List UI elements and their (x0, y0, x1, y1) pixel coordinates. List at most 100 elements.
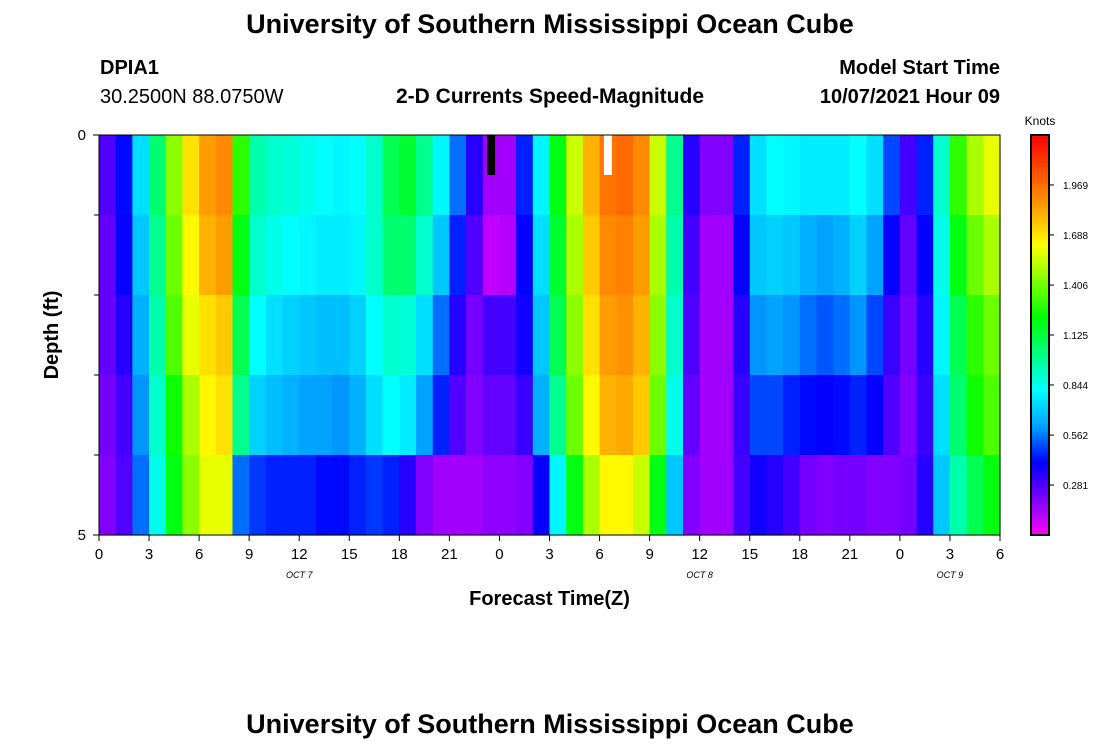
heatmap-cell (199, 155, 217, 216)
heatmap-cell (149, 215, 167, 296)
colorbar-segment (1031, 315, 1049, 320)
heatmap-cell (833, 375, 851, 456)
heatmap-cell (966, 455, 984, 536)
x-tick-label: 21 (441, 546, 458, 563)
heatmap-cell (833, 215, 851, 296)
heatmap-cell (416, 135, 434, 156)
heatmap-cell (866, 155, 884, 216)
heatmap-cell (349, 135, 367, 156)
colorbar-segment (1031, 419, 1049, 424)
heatmap-cell (783, 135, 801, 156)
heatmap-cell (382, 155, 400, 216)
heatmap-cell (983, 215, 1001, 296)
colorbar-tick-label: 1.969 (1063, 181, 1088, 192)
heatmap-cell (949, 455, 968, 536)
colorbar-segment (1031, 199, 1049, 204)
colorbar-segment (1031, 523, 1049, 528)
heatmap-cell (265, 455, 284, 536)
heatmap-cell (783, 455, 801, 536)
heatmap-cell (332, 155, 350, 216)
colorbar-segment (1031, 267, 1049, 272)
heatmap-cell (115, 155, 133, 216)
heatmap-cell (516, 455, 534, 536)
colorbar-segment (1031, 271, 1049, 276)
heatmap-cell (549, 455, 567, 536)
heatmap-cell (933, 455, 951, 536)
colorbar-segment (1031, 303, 1049, 308)
heatmap-cell (783, 295, 801, 376)
heatmap-cell (532, 215, 551, 296)
heatmap-cell (966, 295, 984, 376)
heatmap-cell (382, 295, 400, 376)
colorbar-segment (1031, 383, 1049, 388)
heatmap-cell (866, 375, 884, 456)
colorbar-segment (1031, 295, 1049, 300)
heatmap-cell (115, 375, 133, 456)
colorbar-segment (1031, 359, 1049, 364)
heatmap-cell (532, 455, 551, 536)
colorbar-tick-label: 0.562 (1063, 431, 1088, 442)
y-tick-label: 0 (78, 127, 86, 144)
heatmap-cell (849, 455, 868, 536)
heatmap-cell (916, 295, 934, 376)
heatmap-cell (99, 375, 117, 456)
heatmap-cell (115, 455, 133, 536)
colorbar-segment (1031, 135, 1049, 140)
colorbar-tick-label: 0.281 (1063, 481, 1088, 492)
heatmap-cell (215, 375, 234, 456)
colorbar-tick-label: 0.844 (1063, 381, 1088, 392)
heatmap-cell (165, 155, 184, 216)
heatmap-cell (365, 375, 384, 456)
heatmap-cell (282, 295, 300, 376)
colorbar-segment (1031, 147, 1049, 152)
colorbar-segment (1031, 423, 1049, 428)
heatmap-cell (516, 375, 534, 456)
heatmap-cell (315, 155, 334, 216)
heatmap-cell (616, 295, 634, 376)
heatmap-cell (699, 135, 717, 156)
x-tick-label: 9 (245, 546, 253, 563)
heatmap-cell (399, 155, 417, 216)
heatmap-cell (215, 215, 234, 296)
heatmap-cell (983, 135, 1001, 156)
heatmap-cell (949, 135, 968, 156)
heatmap-cell (816, 155, 834, 216)
colorbar-segment (1031, 311, 1049, 316)
heatmap-cell (466, 215, 484, 296)
heatmap-cell (516, 295, 534, 376)
heatmap-cell (149, 135, 167, 156)
heatmap-cell (933, 295, 951, 376)
heatmap-cell (99, 215, 117, 296)
colorbar-segment (1031, 283, 1049, 288)
heatmap-cell (199, 375, 217, 456)
heatmap-cell (549, 375, 567, 456)
heatmap-cell (933, 215, 951, 296)
heatmap-cell (799, 155, 818, 216)
colorbar-segment (1031, 215, 1049, 220)
heatmap-cell (299, 455, 317, 536)
colorbar-segment (1031, 279, 1049, 284)
colorbar-segment (1031, 507, 1049, 512)
heatmap-cells (99, 135, 1001, 536)
colorbar-segment (1031, 179, 1049, 184)
x-tick-label: 3 (946, 546, 954, 563)
heatmap-cell (699, 375, 717, 456)
heatmap-cell (249, 455, 267, 536)
colorbar-segment (1031, 243, 1049, 248)
heatmap-cell (599, 295, 617, 376)
heatmap-cell (115, 295, 133, 376)
heatmap-cell (532, 155, 551, 216)
heatmap-cell (666, 295, 684, 376)
time-marker (603, 135, 612, 175)
heatmap-cell (933, 135, 951, 156)
heatmap-cell (733, 215, 751, 296)
heatmap-cell (499, 295, 517, 376)
heatmap-cell (799, 215, 818, 296)
heatmap-cell (682, 155, 701, 216)
heatmap-cell (432, 155, 450, 216)
heatmap-cell (599, 455, 617, 536)
heatmap-cell (499, 135, 517, 156)
heatmap-cell (99, 455, 117, 536)
time-marker (487, 135, 496, 175)
heatmap-cell (215, 455, 234, 536)
